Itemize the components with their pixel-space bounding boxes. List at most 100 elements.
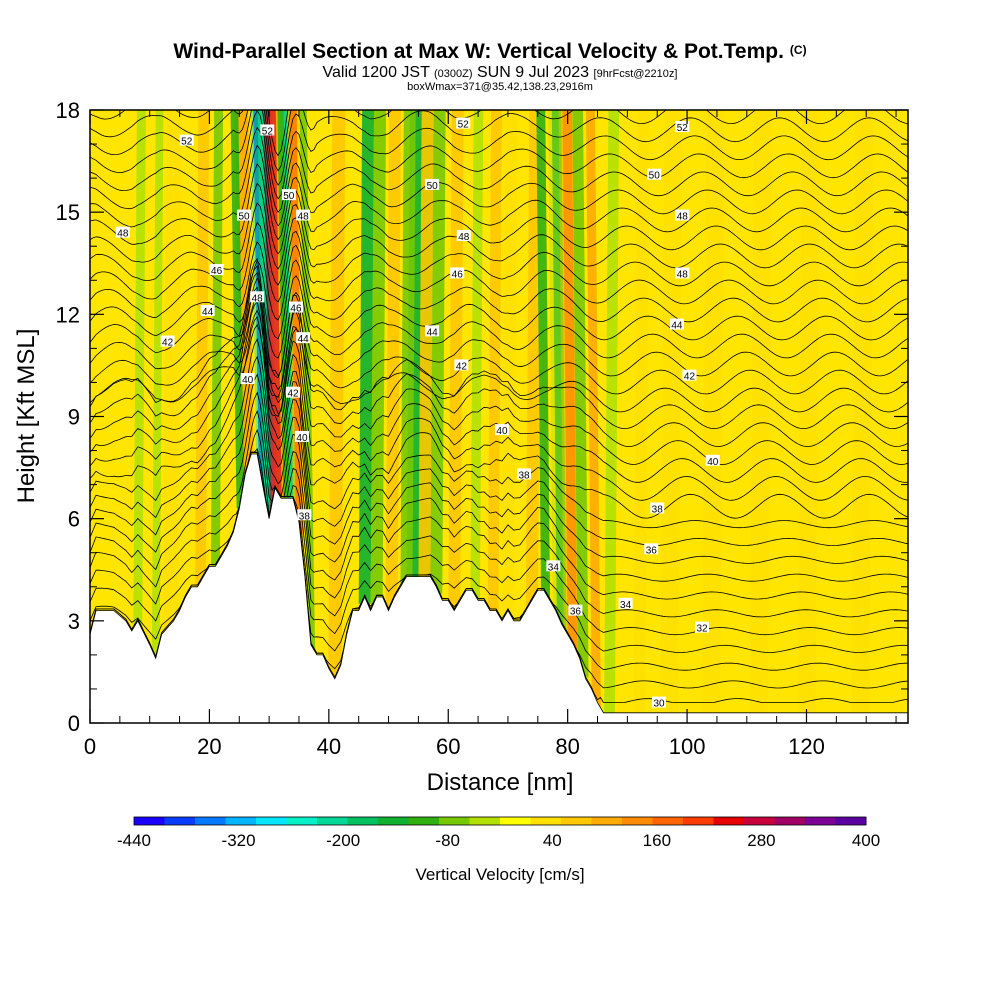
contour-label-bg: [160, 335, 175, 347]
theta-contour: [90, 275, 908, 359]
theta-contour: [90, 410, 908, 600]
contour-label: 44: [425, 325, 440, 338]
theta-contour: [90, 309, 908, 398]
w-streak: [525, 110, 542, 608]
contour-label-text: 44: [427, 327, 439, 338]
w-streak: [358, 110, 375, 604]
terrain: [90, 453, 908, 723]
w-streak-band: [525, 110, 542, 608]
y-tick-label: 15: [56, 200, 80, 225]
contour-label: 32: [695, 621, 710, 635]
theta-contour: [90, 265, 908, 447]
x-tick-label: 20: [197, 734, 221, 759]
w-streak-band: [385, 110, 401, 611]
contour-label: 50: [281, 189, 296, 202]
theta-contour: [90, 126, 908, 227]
theta-contour: [90, 271, 908, 465]
contour-label-bg: [209, 264, 224, 276]
contour-label: 48: [675, 267, 690, 280]
contour-label-text: 52: [458, 120, 470, 131]
contour-label-bg: [517, 468, 532, 480]
contour-label: 50: [425, 178, 440, 192]
w-streak: [370, 110, 387, 604]
w-streak: [702, 110, 725, 720]
contour-label-bg: [647, 168, 662, 180]
w-streak-band: [585, 110, 601, 707]
contour-label-text: 32: [696, 624, 708, 635]
contour-label-bg: [456, 117, 471, 129]
theta-contour: [90, 428, 908, 618]
theta-contour: [90, 323, 908, 418]
contour-label-bg: [652, 696, 667, 708]
contour-label: 36: [644, 543, 659, 556]
w-streak-band: [430, 110, 446, 594]
contour-label-text: 46: [290, 304, 302, 315]
contour-label: 50: [237, 209, 252, 223]
contour-label-text: 38: [519, 470, 531, 481]
w-streak: [572, 110, 589, 678]
title-suffix: (C): [790, 43, 807, 57]
contour-label-bg: [294, 430, 309, 442]
contour-label-text: 44: [202, 307, 214, 318]
contour-label-text: 52: [181, 137, 193, 148]
potential-temperature-contours: [90, 110, 908, 703]
contour-label-text: 36: [646, 545, 658, 556]
w-streak-band: [604, 110, 620, 720]
contour-label-bg: [296, 332, 311, 344]
contour-label: 46: [450, 267, 465, 280]
colorbar-swatch: [256, 817, 287, 825]
contour-label-text: 46: [452, 269, 464, 280]
contour-label-bg: [260, 124, 275, 136]
contour-label: 30: [652, 696, 667, 710]
contour-label-text: 44: [298, 334, 310, 345]
w-streak-band: [536, 110, 551, 601]
contour-label-text: 36: [570, 607, 582, 618]
contour-label-bg: [669, 318, 684, 330]
colorbar-tick-label: 400: [852, 831, 880, 850]
x-tick-label: 80: [555, 734, 579, 759]
colorbar-swatch: [408, 817, 440, 825]
contour-label: 48: [115, 226, 130, 240]
w-streak-band: [289, 110, 304, 535]
theta-contour: [90, 315, 908, 519]
contour-label-bg: [568, 604, 583, 616]
colorbar-swatch: [500, 817, 531, 825]
contour-label: 48: [250, 291, 265, 304]
w-streak: [536, 110, 551, 601]
w-streak: [660, 110, 683, 720]
contour-label-bg: [450, 267, 465, 279]
colorbar-swatch: [286, 817, 318, 825]
y-tick-label: 12: [56, 302, 80, 327]
contour-label-text: 48: [677, 212, 689, 223]
x-tick-label: 60: [436, 734, 460, 759]
contour-label-text: 42: [287, 389, 299, 400]
theta-contour: [90, 451, 908, 653]
contour-label: 40: [240, 373, 255, 386]
contour-label-bg: [650, 502, 665, 514]
contour-label: 34: [546, 560, 561, 573]
theta-contour: [90, 291, 908, 379]
colorbar-swatch: [530, 817, 562, 825]
w-streak-band: [133, 110, 146, 628]
contour-label: 48: [675, 209, 690, 223]
theta-contour: [90, 448, 908, 636]
contour-label-text: 30: [653, 699, 665, 710]
w-streak: [604, 110, 620, 720]
contour-label: 42: [286, 386, 301, 400]
w-streak: [418, 110, 434, 584]
terrain-mask: [90, 453, 908, 723]
colorbar-tick-label: -200: [326, 831, 360, 850]
x-tick-label: 100: [669, 734, 706, 759]
contour-label-bg: [250, 291, 265, 303]
contour-label: 52: [179, 134, 194, 148]
contour-label-bg: [695, 621, 710, 633]
contour-label-bg: [644, 543, 659, 555]
contour-label-bg: [115, 226, 130, 238]
chart-title: Wind-Parallel Section at Max W: Vertical…: [173, 40, 806, 63]
colorbar-tick-label: 40: [543, 831, 562, 850]
contour-label-bg: [456, 230, 471, 242]
contour-label-text: 44: [671, 321, 683, 332]
w-streak-band: [501, 110, 518, 618]
contour-label-text: 34: [548, 562, 560, 573]
